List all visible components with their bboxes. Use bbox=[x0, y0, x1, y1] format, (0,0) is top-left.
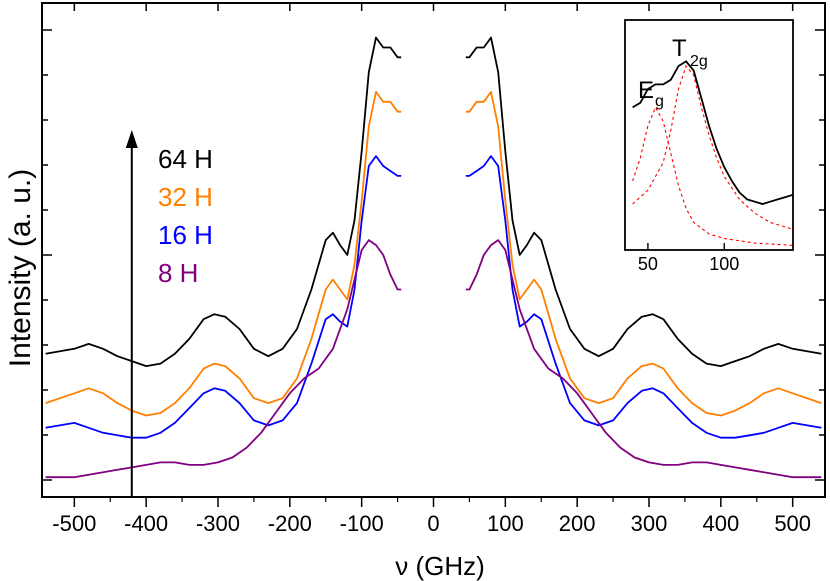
x-tick-label: 400 bbox=[702, 511, 739, 536]
legend-entry: 8 H bbox=[158, 258, 198, 288]
main-series-group bbox=[45, 36, 822, 479]
x-tick-label: 0 bbox=[427, 511, 439, 536]
inset-series-1 bbox=[632, 106, 794, 246]
legend: 64 H 32 H 16 H 8 H bbox=[158, 144, 213, 288]
series-line-3-right bbox=[465, 239, 822, 479]
x-tick-label: 100 bbox=[487, 511, 524, 536]
legend-entry: 16 H bbox=[158, 220, 213, 250]
increase-arrow-icon bbox=[125, 130, 138, 497]
inset-x-tick-label: 100 bbox=[709, 254, 739, 274]
inset-series-0 bbox=[632, 60, 794, 205]
series-line-1-right bbox=[465, 91, 822, 417]
legend-entry: 32 H bbox=[158, 182, 213, 212]
x-axis-ticks: -500 -400 -300 -200 -100 0 100 200 300 400 500 bbox=[52, 3, 811, 536]
inset-border bbox=[624, 19, 794, 251]
series-line-3-left bbox=[45, 239, 402, 479]
x-tick-label: -200 bbox=[268, 511, 312, 536]
legend-entry: 64 H bbox=[158, 144, 213, 174]
series-line-2-right bbox=[465, 155, 822, 439]
y-axis-label: Intensity (a. u.) bbox=[4, 169, 37, 367]
arrow-head bbox=[125, 130, 138, 148]
inset-label-t2g: T bbox=[672, 35, 687, 62]
x-tick-label: -400 bbox=[124, 511, 168, 536]
x-axis-label: ν (GHz) bbox=[395, 551, 485, 581]
x-tick-label: -100 bbox=[340, 511, 384, 536]
x-tick-label: 300 bbox=[631, 511, 668, 536]
x-tick-label: 500 bbox=[774, 511, 811, 536]
series-line-0-right bbox=[465, 36, 822, 367]
inset-label-eg: E bbox=[638, 77, 654, 104]
x-tick-label: -500 bbox=[52, 511, 96, 536]
inset-x-tick-label: 50 bbox=[638, 254, 658, 274]
x-tick-label: 200 bbox=[559, 511, 596, 536]
inset-label-t2g-sub: 2g bbox=[690, 53, 708, 70]
series-line-0-left bbox=[45, 36, 402, 367]
inset-chart: 50 100 E g T 2g bbox=[624, 19, 794, 274]
x-tick-label: -300 bbox=[196, 511, 240, 536]
inset-label-eg-sub: g bbox=[655, 93, 664, 110]
